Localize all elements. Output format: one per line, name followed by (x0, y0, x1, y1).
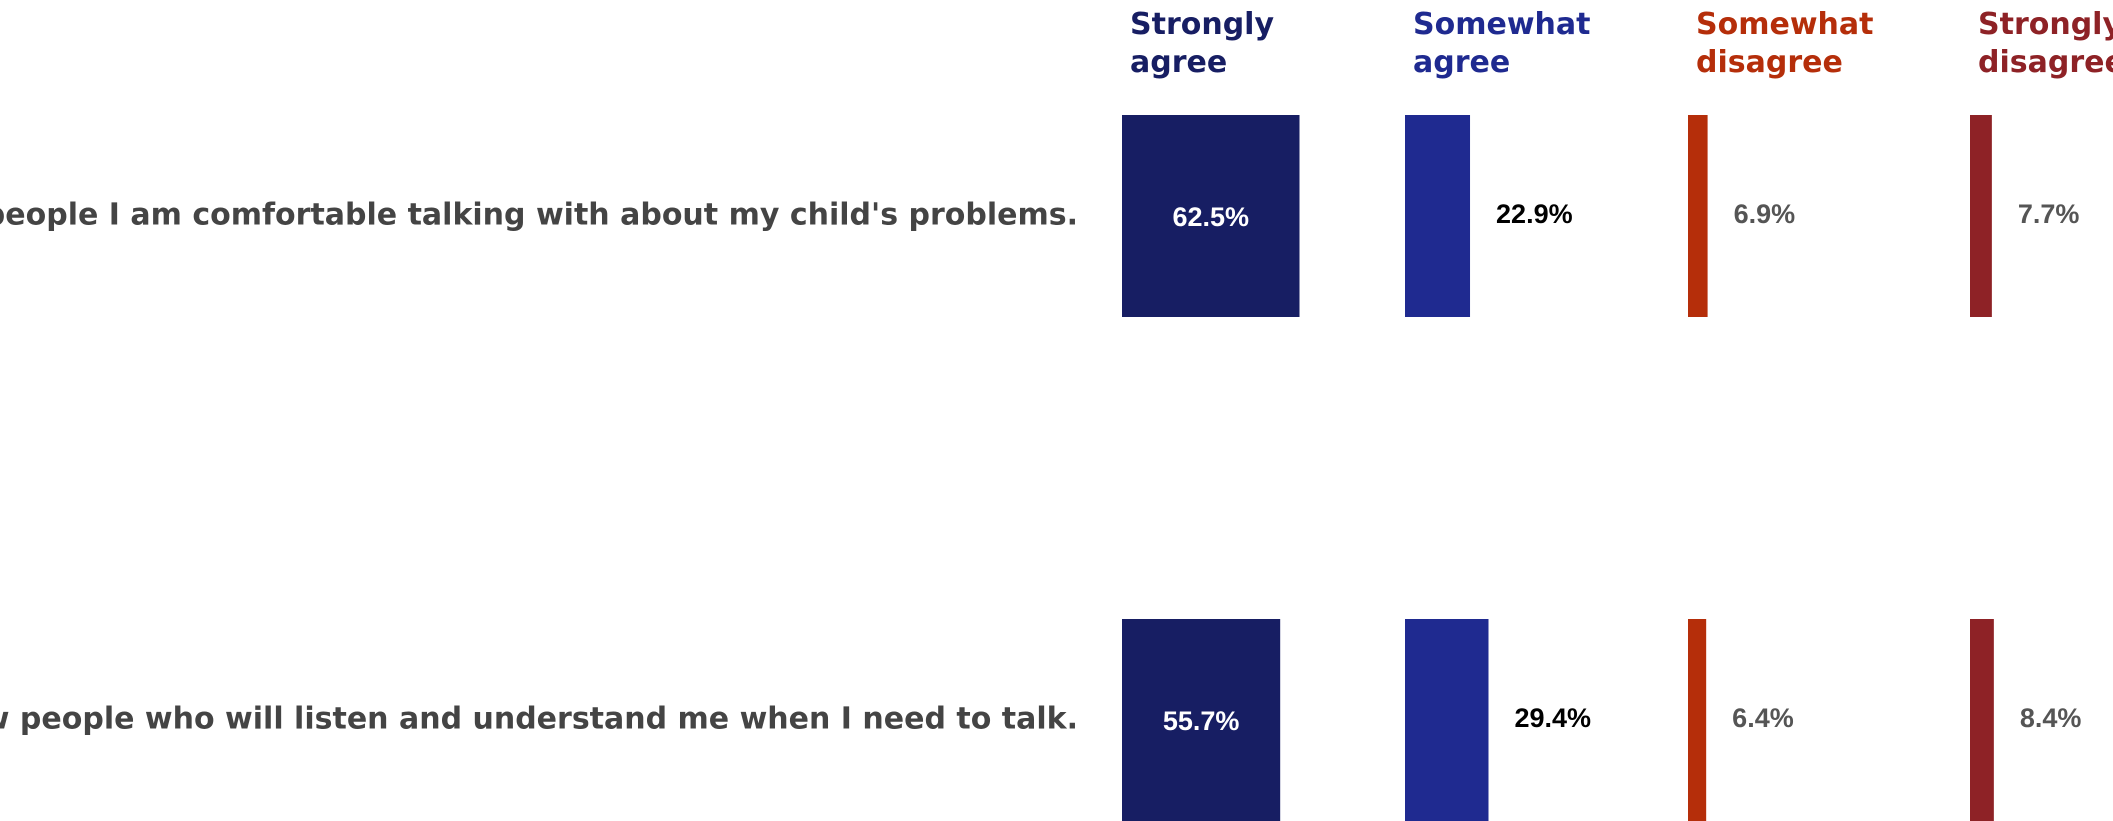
value-label: 22.9% (1496, 199, 1573, 229)
value-label: 7.7% (2018, 199, 2080, 229)
column-header: Somewhat agree (1413, 7, 1591, 80)
value-label: 8.4% (2020, 703, 2082, 733)
bar (1405, 619, 1489, 821)
row-label: I know people who will listen and unders… (0, 702, 1078, 737)
bar (1122, 619, 1281, 821)
column-header: Strongly disagree (1978, 7, 2113, 80)
bar (1688, 619, 1707, 821)
column-header: Strongly agree (1130, 7, 1275, 80)
value-label: 55.7% (1163, 706, 1240, 736)
bar (1970, 619, 1994, 821)
bar (1122, 115, 1300, 317)
bar (1688, 115, 1708, 317)
bar (1405, 115, 1471, 317)
row-label: I have people I am comfortable talking w… (0, 198, 1078, 233)
value-label: 62.5% (1172, 202, 1249, 232)
value-label: 6.9% (1734, 199, 1796, 229)
value-label: 29.4% (1514, 703, 1591, 733)
value-label: 6.4% (1732, 703, 1794, 733)
bar (1970, 115, 1992, 317)
column-header: Somewhat disagree (1696, 7, 1874, 80)
